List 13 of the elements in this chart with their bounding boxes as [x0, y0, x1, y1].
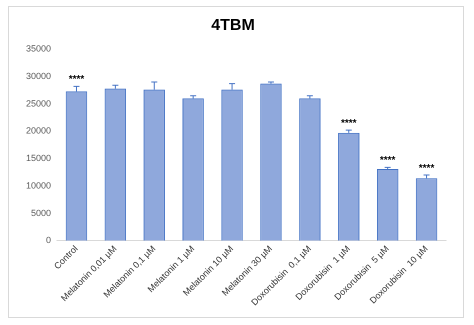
y-tick-label: 35000 — [26, 44, 52, 54]
annotation: **** — [340, 118, 357, 129]
y-tick-label: 20000 — [26, 126, 52, 136]
annotation: **** — [380, 155, 396, 166]
y-tick-label: 25000 — [26, 98, 52, 108]
annotation: **** — [418, 162, 434, 174]
y-tick-label: 0 — [46, 235, 52, 246]
y-tick-label: 10000 — [26, 180, 52, 190]
y-tick-label: 5000 — [30, 208, 52, 218]
y-tick-label: 15000 — [26, 153, 52, 164]
y-tick-label: 30000 — [26, 71, 52, 82]
chart-title: 4TBM — [211, 17, 255, 34]
annotation: **** — [68, 74, 84, 86]
